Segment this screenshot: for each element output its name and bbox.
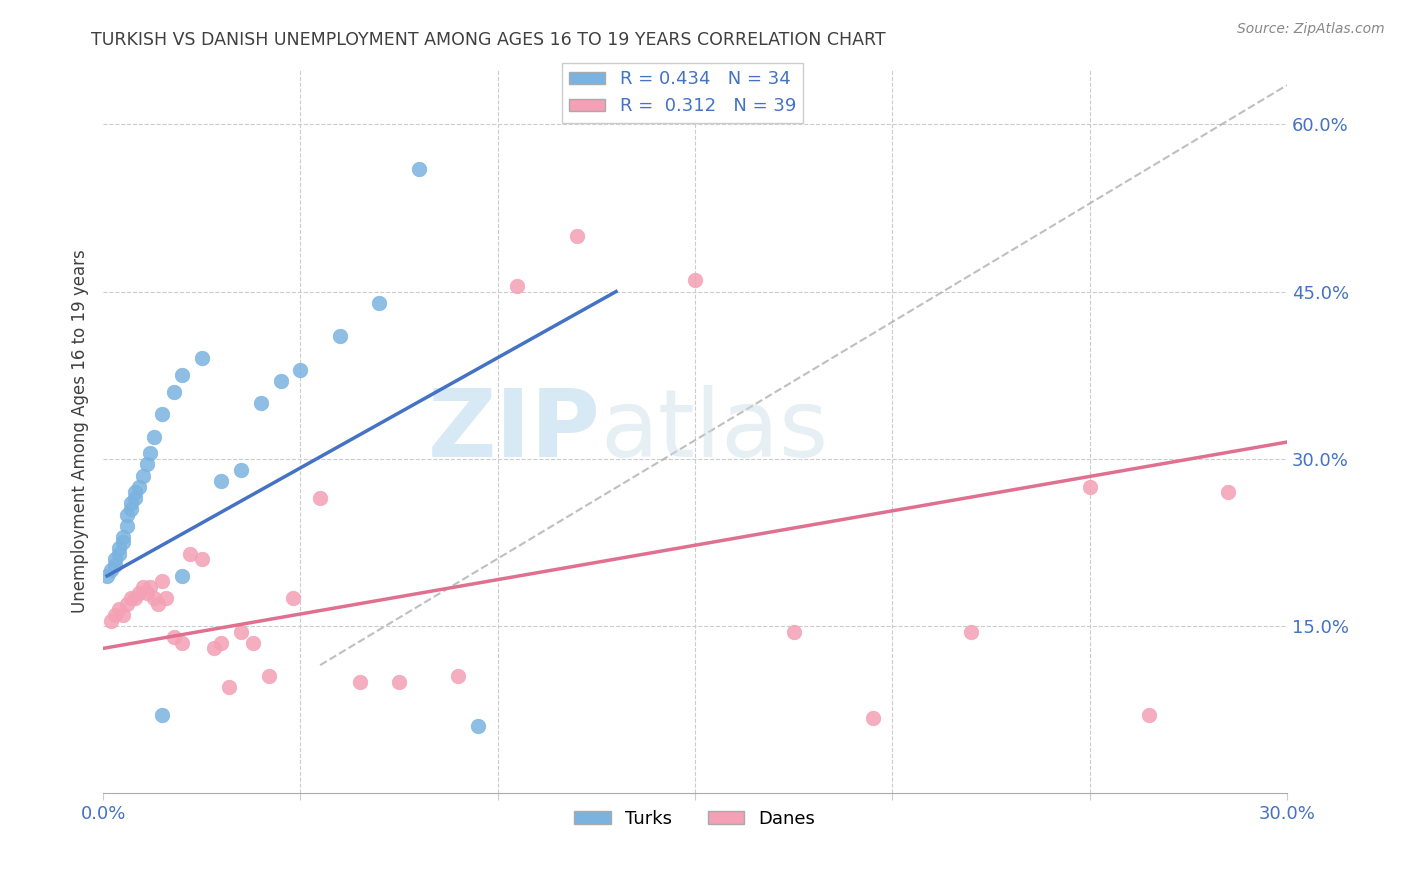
Point xyxy=(108,602,131,616)
Point xyxy=(111,530,134,544)
Point xyxy=(191,552,214,566)
Point xyxy=(139,446,162,460)
Point xyxy=(231,624,253,639)
Point xyxy=(163,384,186,399)
Point xyxy=(1078,480,1101,494)
Text: atlas: atlas xyxy=(600,385,828,477)
Point xyxy=(124,591,146,606)
Point xyxy=(150,407,173,421)
Point xyxy=(104,558,127,572)
Point xyxy=(349,674,371,689)
Point xyxy=(163,630,186,644)
Point xyxy=(96,569,118,583)
Point xyxy=(150,574,173,589)
Point xyxy=(143,429,166,443)
Point xyxy=(447,669,470,683)
Point xyxy=(115,518,138,533)
Point xyxy=(506,279,529,293)
Point xyxy=(115,597,138,611)
Point xyxy=(290,362,312,376)
Point xyxy=(242,636,264,650)
Point xyxy=(1137,708,1160,723)
Point xyxy=(467,719,489,733)
Point xyxy=(862,710,884,724)
Point xyxy=(231,463,253,477)
Point xyxy=(143,591,166,606)
Point xyxy=(120,591,142,606)
Legend: Turks, Danes: Turks, Danes xyxy=(567,803,823,835)
Point xyxy=(1216,485,1239,500)
Point xyxy=(111,535,134,549)
Point xyxy=(179,547,201,561)
Point xyxy=(270,374,292,388)
Point xyxy=(124,491,146,505)
Point xyxy=(150,708,173,723)
Text: TURKISH VS DANISH UNEMPLOYMENT AMONG AGES 16 TO 19 YEARS CORRELATION CHART: TURKISH VS DANISH UNEMPLOYMENT AMONG AGE… xyxy=(91,31,886,49)
Point xyxy=(782,624,804,639)
Point xyxy=(111,607,134,622)
Point xyxy=(309,491,332,505)
Point xyxy=(408,161,430,176)
Point xyxy=(281,591,304,606)
Point xyxy=(388,674,411,689)
Text: Source: ZipAtlas.com: Source: ZipAtlas.com xyxy=(1237,22,1385,37)
Point xyxy=(191,351,214,366)
Point xyxy=(329,329,352,343)
Point xyxy=(100,614,122,628)
Point xyxy=(170,636,193,650)
Text: ZIP: ZIP xyxy=(427,385,600,477)
Point xyxy=(135,585,157,599)
Point xyxy=(683,273,706,287)
Point xyxy=(139,580,162,594)
Y-axis label: Unemployment Among Ages 16 to 19 years: Unemployment Among Ages 16 to 19 years xyxy=(72,249,89,613)
Point xyxy=(100,563,122,577)
Point xyxy=(104,607,127,622)
Point xyxy=(218,681,240,695)
Point xyxy=(108,547,131,561)
Point xyxy=(211,474,233,488)
Point xyxy=(202,641,225,656)
Point xyxy=(960,624,983,639)
Point xyxy=(131,580,153,594)
Point xyxy=(124,485,146,500)
Point xyxy=(120,496,142,510)
Point xyxy=(104,552,127,566)
Point xyxy=(148,597,170,611)
Point xyxy=(155,591,177,606)
Point xyxy=(128,585,150,599)
Point xyxy=(368,295,391,310)
Point xyxy=(115,508,138,522)
Point xyxy=(120,502,142,516)
Point xyxy=(135,458,157,472)
Point xyxy=(257,669,280,683)
Point xyxy=(250,396,273,410)
Point xyxy=(128,480,150,494)
Point xyxy=(131,468,153,483)
Point xyxy=(211,636,233,650)
Point xyxy=(108,541,131,555)
Point xyxy=(565,228,588,243)
Point xyxy=(170,368,193,383)
Point xyxy=(170,569,193,583)
